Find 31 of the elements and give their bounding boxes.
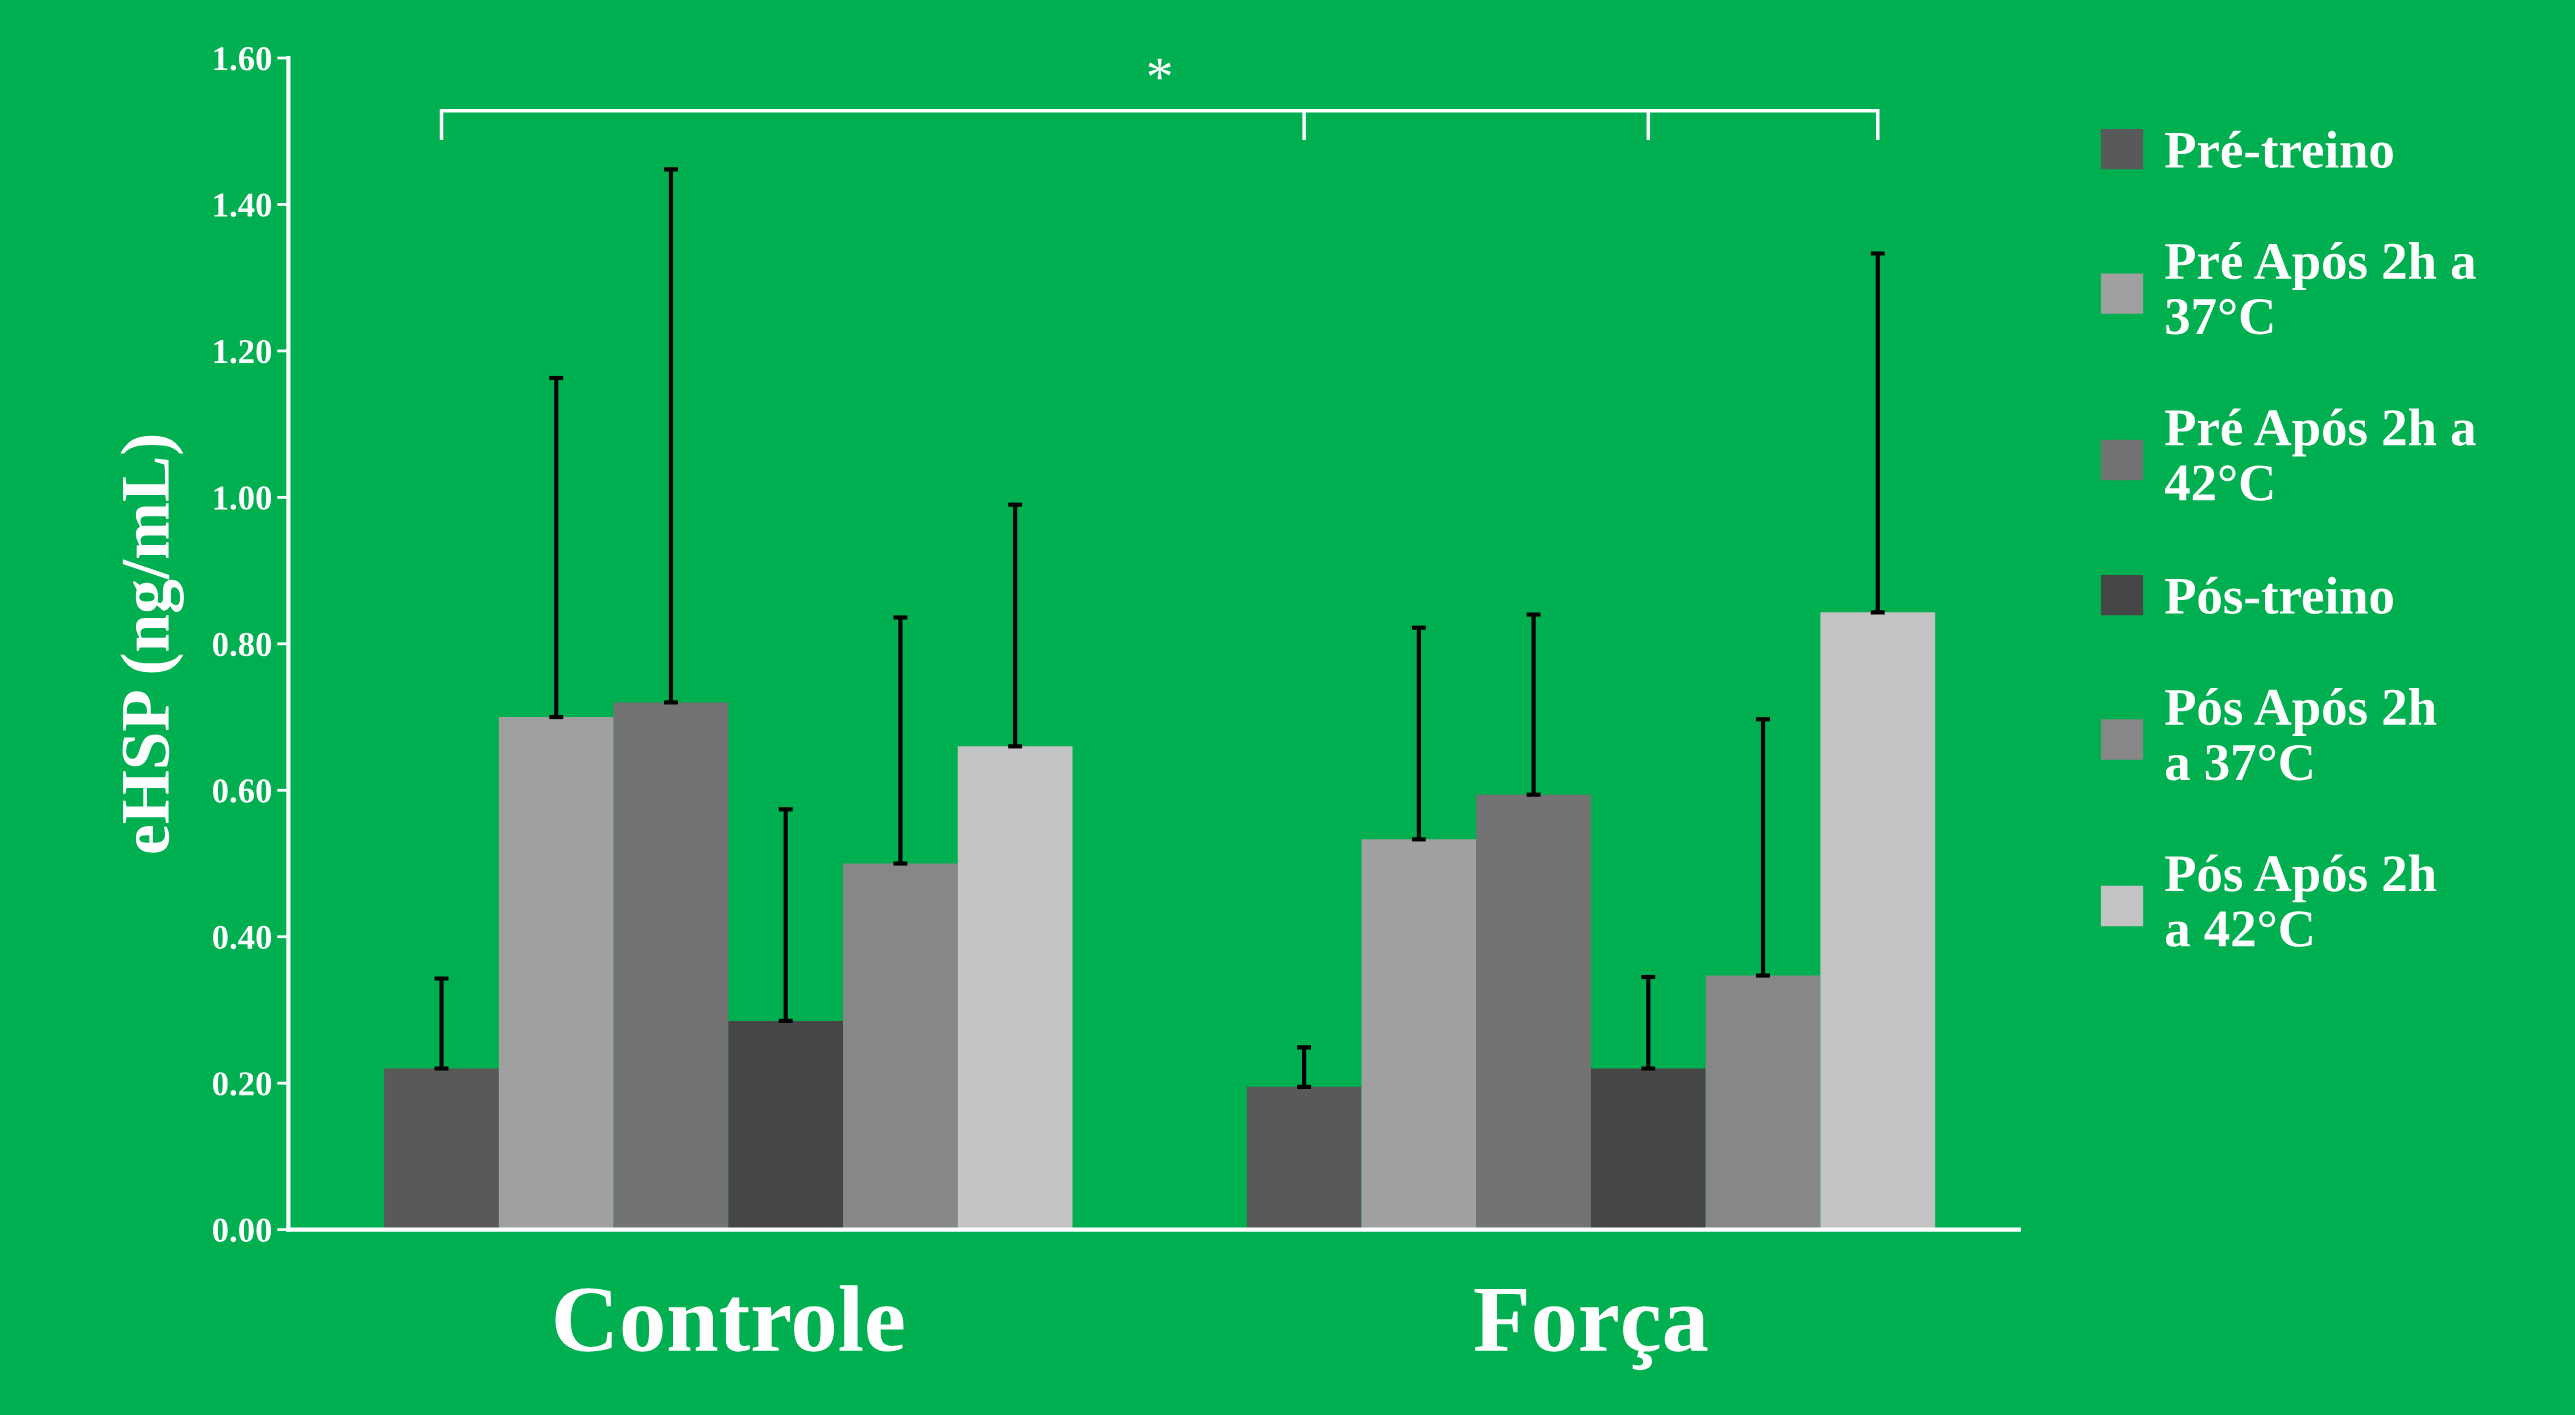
y-tick-label: 0.80	[212, 632, 272, 657]
y-tick-label: 1.60	[214, 46, 272, 71]
bar	[1820, 612, 1936, 1230]
legend-label: Pré Após 2h a 42°C	[2164, 408, 2476, 501]
legend-label: Pré Após 2h a 37°C	[2165, 242, 2476, 335]
legend-label: Pós Após 2h a 37°C	[2165, 688, 2437, 781]
bar	[843, 863, 958, 1230]
y-tick-label: 0.60	[212, 779, 272, 803]
bar	[1246, 1086, 1362, 1230]
y-tick-label: 0.20	[212, 1072, 272, 1096]
y-tick-label: 0.00	[212, 1218, 272, 1243]
x-tick-label: Força	[1474, 1288, 1708, 1371]
bar	[957, 746, 1073, 1230]
bar	[1590, 1068, 1706, 1230]
legend-label: Pós-treino	[2165, 576, 2393, 614]
bar	[498, 717, 614, 1230]
x-tick-label: Controle	[555, 1285, 904, 1352]
y-tick-label: 1.20	[214, 339, 272, 364]
bar	[613, 702, 729, 1230]
legend-label: Pré-treino	[2165, 130, 2393, 168]
annotation: *	[1148, 58, 1171, 80]
y-tick-label: 0.40	[212, 925, 272, 950]
bar	[384, 1068, 499, 1230]
legend-label: Pós Após 2h a 42°C	[2165, 854, 2437, 947]
y-tick-label: 1.40	[214, 193, 272, 218]
bar	[1476, 794, 1591, 1230]
bar	[1705, 975, 1821, 1230]
y-tick-label: 1.00	[214, 486, 272, 510]
bar	[1361, 839, 1477, 1230]
bar	[728, 1020, 844, 1230]
y-axis-title: eHSP (ng/mL)	[120, 435, 184, 853]
